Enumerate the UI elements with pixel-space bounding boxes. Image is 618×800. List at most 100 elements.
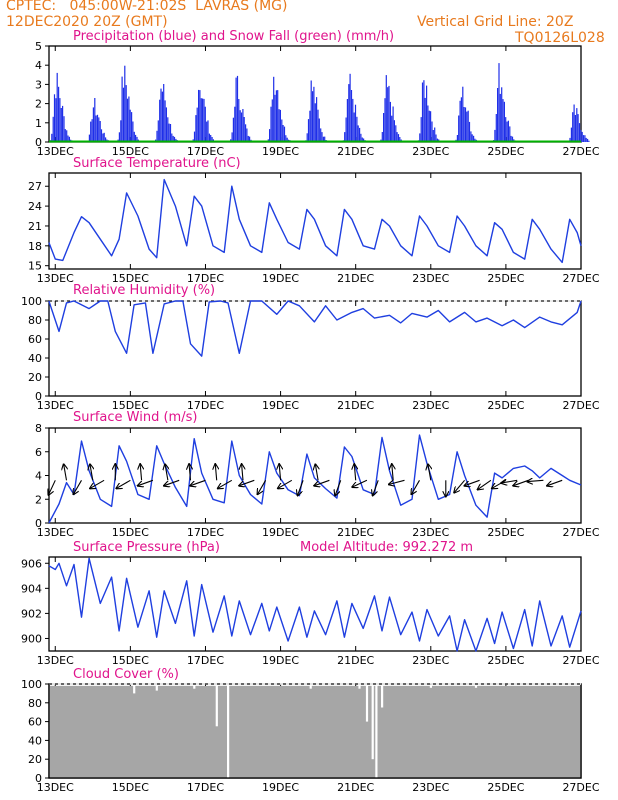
wind-xtick-label: 19DEC	[262, 526, 299, 539]
wind-arrow	[165, 465, 168, 481]
precip-bar	[348, 84, 350, 142]
precip-bar	[345, 117, 347, 142]
precip-bar	[350, 90, 353, 142]
pressure-ytick-label: 902	[21, 607, 42, 620]
wind-arrow	[90, 479, 105, 488]
wind-arrow	[242, 464, 243, 481]
precip-bar	[463, 107, 465, 142]
precip-bar	[232, 117, 234, 142]
temperature-xtick-label: 27DEC	[562, 272, 599, 285]
precip-bar	[200, 98, 202, 142]
station-title: CPTEC: 045:00W-21:02S LAVRAS (MG)	[6, 0, 288, 14]
precip-bar	[588, 140, 590, 142]
precip-bar	[503, 101, 505, 142]
precip-bar	[495, 114, 497, 142]
wind-arrow	[389, 479, 405, 484]
precip-bar	[506, 121, 508, 142]
wind-ytick-label: 6	[35, 446, 42, 459]
precip-bar	[161, 91, 163, 142]
pressure-xtick-label: 17DEC	[187, 654, 224, 667]
temperature-ytick-label: 24	[28, 200, 42, 213]
precip-bar	[105, 137, 107, 142]
precip-ytick-label: 4	[35, 59, 42, 72]
pressure-xtick-label: 23DEC	[412, 654, 449, 667]
precip-bar	[175, 138, 177, 142]
precip-bar	[159, 99, 161, 142]
humidity-xtick-label: 25DEC	[487, 399, 524, 412]
pressure-xtick-label: 25DEC	[487, 654, 524, 667]
precip-bar	[428, 110, 430, 142]
precip-bar	[66, 130, 68, 142]
precip-bar	[395, 125, 397, 142]
pressure-title: Surface Pressure (hPa)	[73, 540, 220, 555]
precip-xtick-label: 15DEC	[112, 145, 149, 158]
precip-bar	[388, 85, 390, 142]
precip-bar	[99, 121, 101, 142]
precip-bar	[312, 91, 314, 142]
cloud-dip	[371, 685, 374, 760]
precip-bar	[286, 137, 288, 142]
precip-bar	[393, 120, 395, 142]
precip-bar	[122, 87, 125, 142]
precip-bar	[203, 98, 205, 142]
precip-bar	[464, 107, 467, 142]
cloud-xtick-label: 15DEC	[112, 781, 149, 794]
wind-arrow	[117, 479, 131, 488]
precip-bar	[281, 119, 283, 142]
precip-bar	[285, 135, 287, 142]
altitude-note: Model Altitude: 992.272 m	[300, 540, 474, 555]
wind-arrow	[373, 480, 379, 495]
wind-xtick-label: 17DEC	[187, 526, 224, 539]
precip-bar	[165, 107, 167, 142]
pressure-xtick-label: 27DEC	[562, 654, 599, 667]
wind-ytick-label: 8	[35, 422, 42, 435]
humidity-ytick-label: 80	[28, 314, 42, 327]
temperature-frame	[48, 172, 582, 270]
precip-bar	[202, 98, 204, 142]
precip-bar	[576, 108, 578, 142]
precip-ytick-label: 3	[35, 78, 42, 91]
precip-bar	[62, 105, 64, 142]
wind-arrow	[278, 479, 293, 488]
precip-bar	[270, 106, 272, 142]
precip-bar	[128, 96, 130, 142]
wind-arrow	[215, 464, 216, 481]
wind-xtick-label: 13DEC	[37, 526, 74, 539]
precip-bar	[56, 72, 58, 142]
precip-bar	[361, 137, 363, 142]
precip-bar	[458, 115, 460, 142]
cloud-xtick-label: 23DEC	[412, 781, 449, 794]
wind-arrow	[279, 464, 280, 481]
wind-arrow	[138, 479, 154, 485]
precip-bar	[247, 135, 249, 142]
precip-bar	[572, 112, 574, 142]
precip-bar	[577, 114, 579, 142]
precip-bar	[459, 100, 461, 142]
precip-bar	[324, 136, 326, 142]
precip-bar	[396, 132, 398, 142]
precip-bar	[387, 87, 389, 142]
cloud-dip	[133, 685, 136, 694]
precip-bar	[346, 99, 348, 142]
precip-bar	[118, 132, 120, 142]
cloud-fill	[50, 685, 580, 778]
precip-bar	[98, 117, 100, 142]
precip-bar	[317, 109, 319, 142]
precip-bar	[239, 110, 241, 142]
precip-bar	[420, 117, 422, 142]
wind-arrow	[298, 480, 304, 495]
temperature-xtick-label: 21DEC	[337, 272, 374, 285]
precip-bar	[52, 116, 54, 142]
precip-bar	[498, 63, 500, 142]
precip-bar	[456, 135, 458, 142]
precip-bar	[92, 107, 94, 142]
precip-bar	[432, 130, 434, 142]
precip-bar	[584, 135, 586, 142]
precip-bar	[60, 108, 62, 142]
precip-ytick-label: 5	[35, 40, 42, 53]
precip-bar	[51, 133, 53, 142]
precip-bar	[172, 135, 174, 142]
precip-bar	[360, 133, 362, 142]
cloud-xtick-label: 17DEC	[187, 781, 224, 794]
precip-bar	[68, 136, 70, 142]
